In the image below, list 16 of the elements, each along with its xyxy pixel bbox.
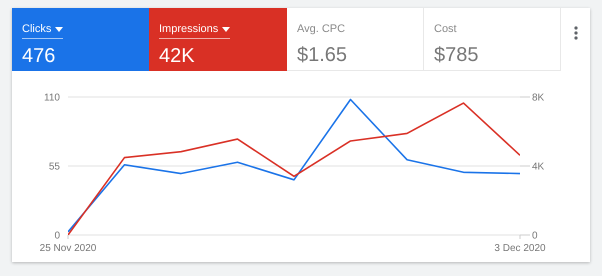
text: $1.65 <box>297 44 348 66</box>
y-tick-label: 55 <box>48 162 60 173</box>
text: $785 <box>434 44 478 66</box>
text: 42K <box>159 44 195 66</box>
category-label: Avg. CPC <box>297 23 346 35</box>
text: 476 <box>22 44 56 66</box>
y-tick-label: 110 <box>44 92 60 104</box>
category-label: Clicks <box>22 23 52 35</box>
category-label: Impressions <box>159 23 218 35</box>
y-tick-label: 0 <box>54 230 60 242</box>
y2-tick-label: 0 <box>532 230 538 242</box>
x-tick-label: 25 Nov 2020 <box>40 243 97 254</box>
y2-tick-label: 4K <box>532 162 545 173</box>
x-tick-label: 3 Dec 2020 <box>494 243 546 254</box>
category-label: Cost <box>434 23 457 35</box>
y2-tick-label: 8K <box>532 92 545 104</box>
